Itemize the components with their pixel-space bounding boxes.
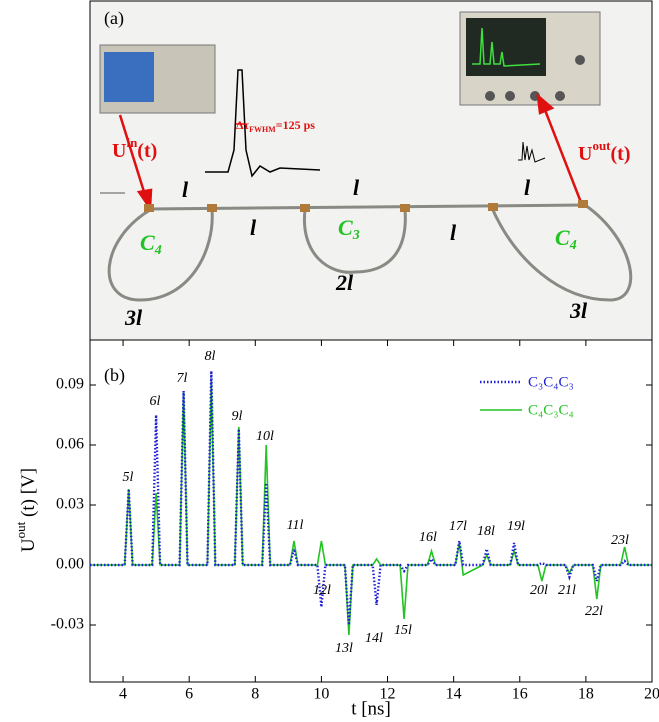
x-tick-label: 18 <box>578 686 594 703</box>
x-axis-label: t [ns] <box>351 698 391 719</box>
loop-name: C4 <box>140 230 162 258</box>
pulse-width-label: ΔτFWHM=125 ps <box>236 118 315 134</box>
peak-label: 21l <box>558 583 576 598</box>
input-pulse <box>205 69 321 178</box>
x-tick-label: 10 <box>313 686 329 703</box>
x-tick-label: 20 <box>644 686 659 703</box>
peak-label: 11l <box>287 518 304 533</box>
panel-label: (a) <box>104 8 124 29</box>
peak-label: 16l <box>419 530 437 545</box>
x-tick-label: 8 <box>251 686 259 703</box>
peak-label: 23l <box>611 533 629 548</box>
loop-name: C4 <box>555 225 577 253</box>
loop-length: 3l <box>569 298 588 323</box>
y-tick-label: 0.03 <box>56 496 84 513</box>
segment-length: l <box>353 175 360 200</box>
segment-length: l <box>182 177 189 202</box>
peak-label: 8l <box>205 349 216 364</box>
arrows <box>118 92 584 212</box>
cable <box>107 203 633 302</box>
peak-label: 5l <box>123 470 134 485</box>
peak-label: 20l <box>530 583 548 598</box>
connectors <box>144 200 588 212</box>
peak-label: 6l <box>150 394 161 409</box>
peak-label: 17l <box>449 519 467 534</box>
output-pulse <box>518 141 546 163</box>
output-label: Uout(t) <box>578 138 631 165</box>
loop-name: C3 <box>338 215 360 243</box>
y-tick-label: -0.03 <box>51 616 84 633</box>
segment-length: l <box>524 175 531 200</box>
y-axis-label: Uout (t) [V] <box>13 468 39 552</box>
y-tick-label: 0.09 <box>56 376 84 393</box>
x-tick-label: 6 <box>185 686 193 703</box>
peak-label: 10l <box>256 429 274 444</box>
panel-label: (b) <box>104 365 125 386</box>
x-tick-label: 14 <box>446 686 462 703</box>
y-tick-label: 0.06 <box>56 436 84 453</box>
loop-length: 3l <box>124 305 143 330</box>
peak-label: 14l <box>365 631 383 646</box>
x-tick-label: 16 <box>512 686 528 703</box>
legend-label: C₄C₃C₄ <box>528 402 574 418</box>
scope-trace <box>472 27 541 67</box>
plot-frame <box>89 339 653 683</box>
peak-label: 9l <box>232 409 243 424</box>
peak-label: 12l <box>313 583 331 598</box>
peak-label: 15l <box>394 623 412 638</box>
legend-label: C₃C₄C₃ <box>528 374 574 390</box>
peak-label: 7l <box>177 371 188 386</box>
y-tick-label: 0.00 <box>56 556 84 573</box>
series-line <box>90 380 652 636</box>
loop-length: 2l <box>335 270 354 295</box>
generator-screen <box>104 52 154 102</box>
peak-label: 22l <box>585 604 603 619</box>
peak-label: 19l <box>507 519 525 534</box>
segment-length: l <box>250 215 257 240</box>
panel-a: (a) Uin(t) ΔτFWHM=125 ps Uout(t) C4 C3 C… <box>89 0 653 341</box>
segment-length: l <box>450 220 457 245</box>
scope-screen <box>466 18 546 76</box>
peak-label: 13l <box>335 641 353 656</box>
x-tick-label: 4 <box>119 686 127 703</box>
input-label: Uin(t) <box>112 135 157 162</box>
x-tick-label: 12 <box>380 686 396 703</box>
peak-label: 18l <box>477 524 495 539</box>
scope-knobs <box>485 55 585 101</box>
